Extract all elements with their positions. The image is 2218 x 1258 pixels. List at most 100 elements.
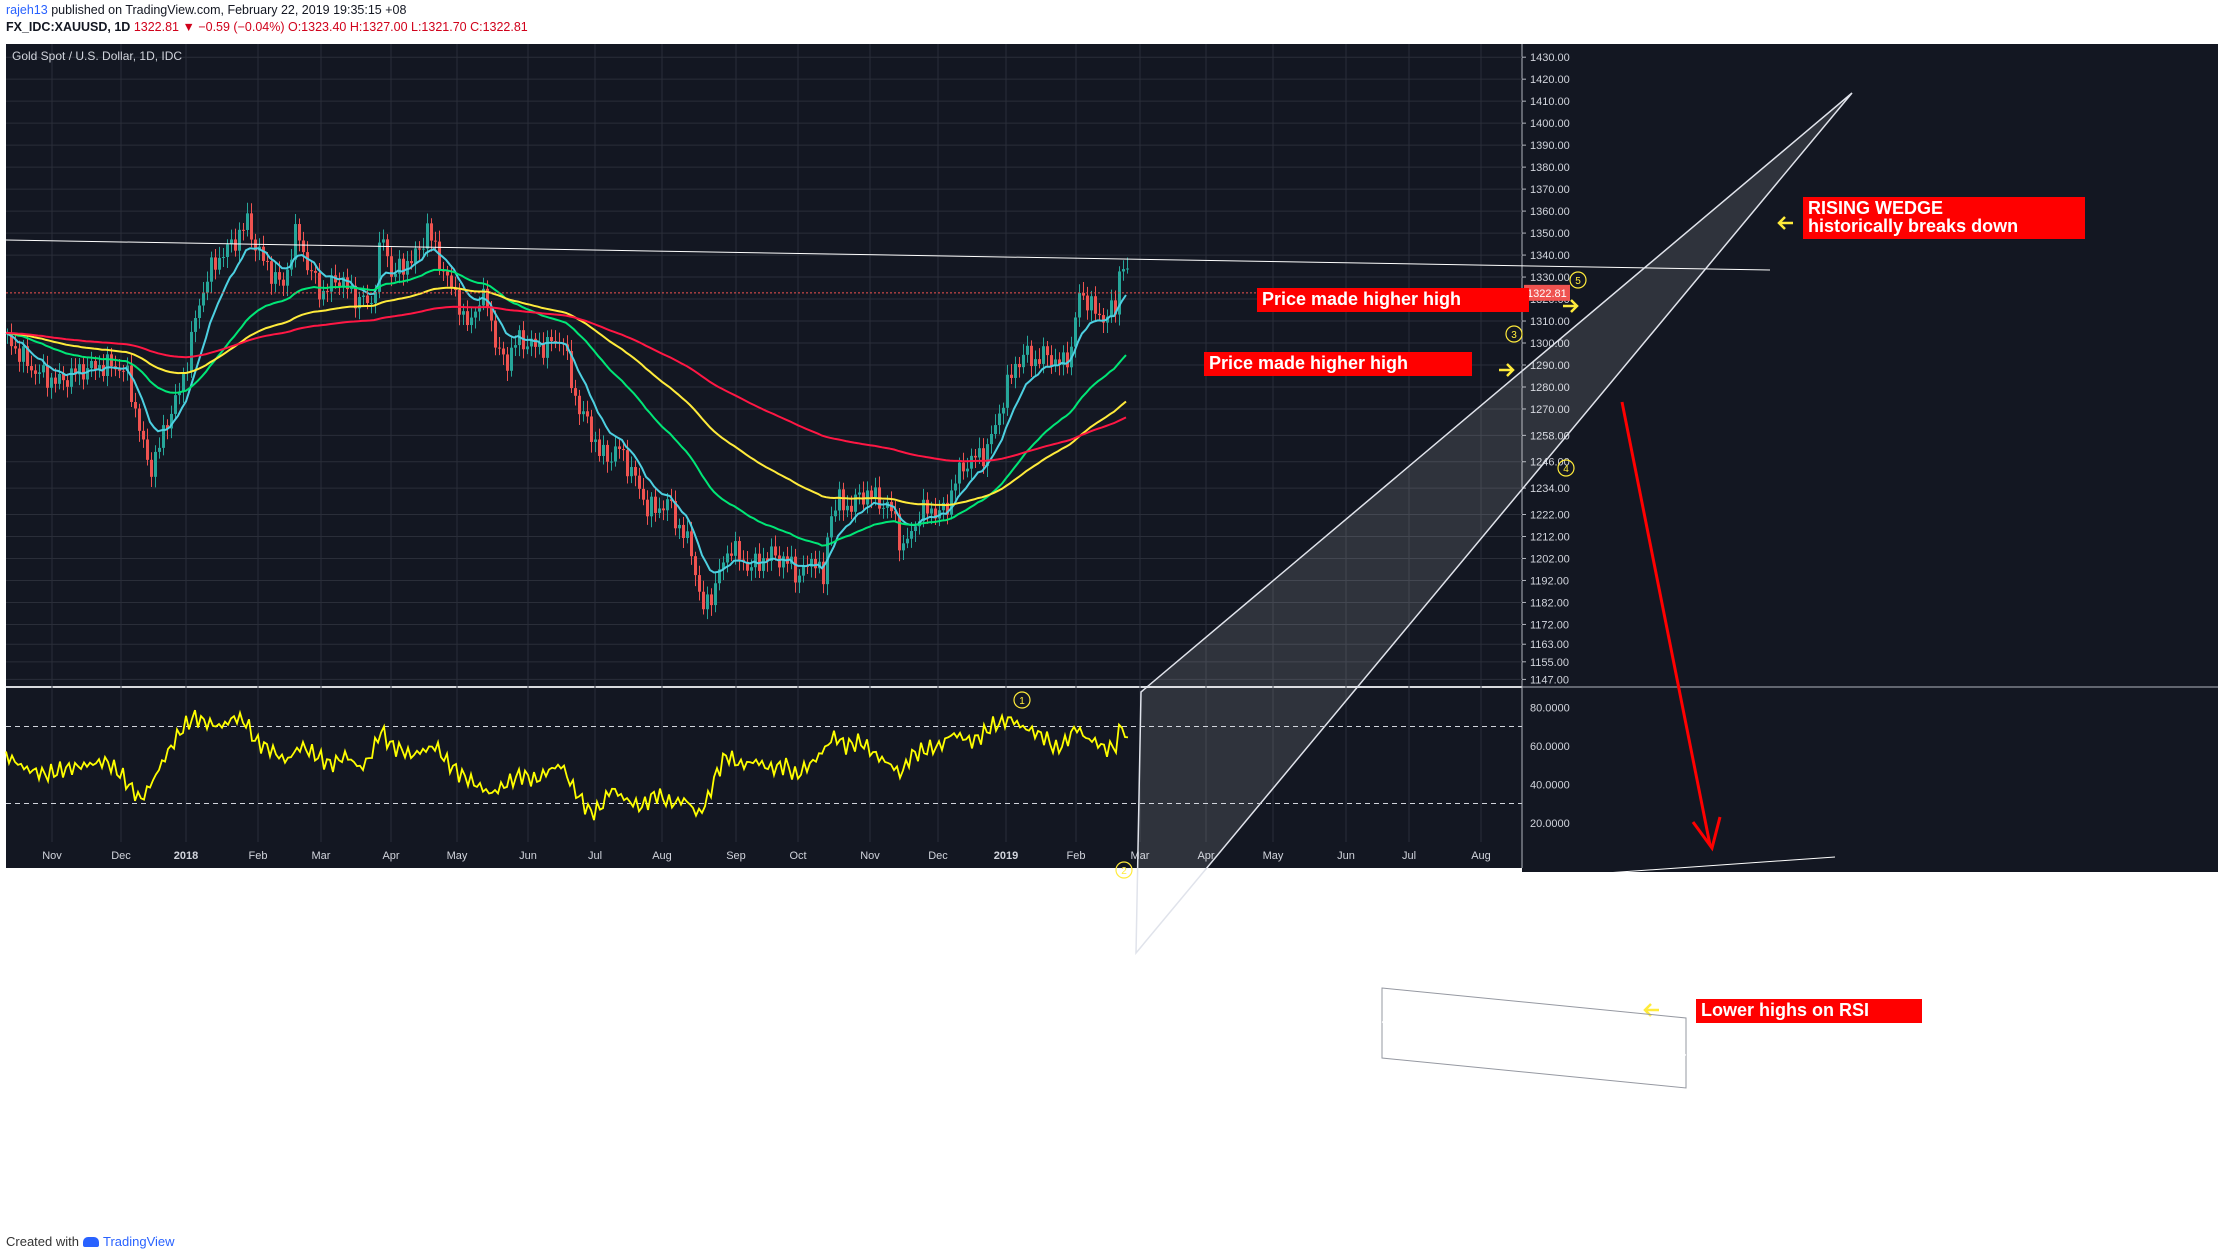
upper-trendline bbox=[5, 239, 1771, 271]
candle-body bbox=[774, 546, 777, 556]
candle-body bbox=[226, 244, 229, 257]
candle-body bbox=[122, 370, 125, 372]
candle-body bbox=[726, 553, 729, 563]
candle-body bbox=[18, 348, 21, 362]
candle-body bbox=[154, 451, 157, 477]
candle-body bbox=[954, 483, 957, 491]
time-tick-label: Oct bbox=[789, 850, 806, 862]
author-link[interactable]: rajeh13 bbox=[6, 3, 48, 17]
candle-body bbox=[666, 499, 669, 511]
candle-body bbox=[346, 277, 349, 290]
wave-label: 2 bbox=[1121, 866, 1127, 877]
candle-body bbox=[338, 282, 341, 288]
tradingview-logo-icon bbox=[82, 1236, 99, 1247]
candle-body bbox=[626, 450, 629, 477]
tradingview-brand-link[interactable]: TradingView bbox=[102, 1234, 175, 1249]
time-tick-label: May bbox=[447, 850, 468, 862]
candle-body bbox=[410, 261, 413, 264]
candle-body bbox=[270, 261, 273, 284]
candle-body bbox=[298, 224, 301, 241]
candle-body bbox=[994, 425, 997, 435]
candle-body bbox=[706, 594, 709, 610]
publish-line: rajeh13 published on TradingView.com, Fe… bbox=[6, 3, 406, 17]
candle-body bbox=[578, 395, 581, 415]
candle-body bbox=[374, 291, 377, 303]
created-with-label: Created with bbox=[6, 1234, 79, 1249]
candle-body bbox=[650, 496, 653, 517]
candle-body bbox=[570, 351, 573, 389]
candle-body bbox=[694, 556, 697, 576]
time-tick-label: Jun bbox=[519, 850, 537, 862]
candle-body bbox=[1094, 296, 1097, 314]
wave-label: 3 bbox=[1511, 330, 1517, 341]
candle-body bbox=[718, 569, 721, 584]
candle-body bbox=[386, 239, 389, 257]
rsi-tick-label: 80.0000 bbox=[1530, 702, 1570, 714]
candle-body bbox=[550, 337, 553, 342]
candle-body bbox=[1014, 363, 1017, 378]
candle-body bbox=[1034, 359, 1037, 367]
candle-body bbox=[490, 306, 493, 321]
candle-body bbox=[470, 317, 473, 326]
candle-body bbox=[390, 256, 393, 277]
candle-body bbox=[1102, 315, 1105, 323]
candle-body bbox=[438, 241, 441, 271]
candle-body bbox=[1126, 268, 1129, 270]
candle-body bbox=[138, 408, 141, 431]
candle-body bbox=[582, 411, 585, 415]
candle-body bbox=[966, 468, 969, 472]
candles bbox=[6, 202, 1129, 620]
candle-body bbox=[238, 229, 241, 251]
candle-body bbox=[798, 575, 801, 583]
candle-body bbox=[710, 594, 713, 606]
time-axis[interactable] bbox=[6, 842, 1522, 868]
wave-label: 5 bbox=[1575, 276, 1581, 287]
candle-body bbox=[526, 346, 529, 350]
candle-body bbox=[854, 494, 857, 512]
candle-body bbox=[778, 555, 781, 568]
candle-body bbox=[846, 505, 849, 511]
candle-body bbox=[646, 499, 649, 517]
candle-body bbox=[638, 475, 641, 489]
candle-body bbox=[274, 272, 277, 284]
time-tick-label: May bbox=[1263, 850, 1284, 862]
candle-body bbox=[1078, 292, 1081, 318]
price-tick-label: 1182.00 bbox=[1530, 597, 1569, 609]
chart-canvas[interactable]: 1430.001420.001410.001400.001390.001380.… bbox=[0, 0, 2218, 1228]
candle-body bbox=[858, 492, 861, 495]
candle-body bbox=[942, 502, 945, 511]
candle-body bbox=[1114, 300, 1117, 315]
candle-body bbox=[1002, 407, 1005, 414]
candle-body bbox=[610, 461, 613, 463]
candle-body bbox=[234, 239, 237, 251]
candle-body bbox=[426, 223, 429, 249]
lower-trendline bbox=[5, 856, 1836, 986]
candle-body bbox=[266, 260, 269, 262]
candle-body bbox=[458, 290, 461, 315]
price-tick-label: 1330.00 bbox=[1530, 272, 1570, 284]
candle-body bbox=[414, 248, 417, 264]
candle-body bbox=[50, 377, 53, 388]
candle-body bbox=[1030, 345, 1033, 367]
candle-body bbox=[930, 508, 933, 514]
symbol-code: FX_IDC:XAUUSD, 1D bbox=[6, 20, 131, 34]
time-tick-label: 2019 bbox=[994, 850, 1018, 862]
candle-body bbox=[62, 374, 65, 381]
candle-body bbox=[1062, 352, 1065, 365]
candle-body bbox=[218, 257, 221, 270]
candle-body bbox=[766, 558, 769, 562]
candle-body bbox=[482, 288, 485, 306]
price-tick-label: 1310.00 bbox=[1530, 316, 1570, 328]
price-tick-label: 1155.00 bbox=[1530, 657, 1569, 669]
rising-wedge bbox=[1135, 92, 1853, 956]
candle-body bbox=[182, 372, 185, 392]
candle-body bbox=[602, 444, 605, 456]
price-axis[interactable] bbox=[1522, 44, 2218, 872]
candle-body bbox=[1082, 292, 1085, 296]
candle-body bbox=[810, 558, 813, 567]
candle-body bbox=[210, 257, 213, 282]
wedge-annotation: RISING WEDGE bbox=[1808, 198, 1943, 218]
candle-body bbox=[530, 338, 533, 347]
price-tick-label: 1290.00 bbox=[1530, 360, 1570, 372]
candle-body bbox=[302, 240, 305, 253]
